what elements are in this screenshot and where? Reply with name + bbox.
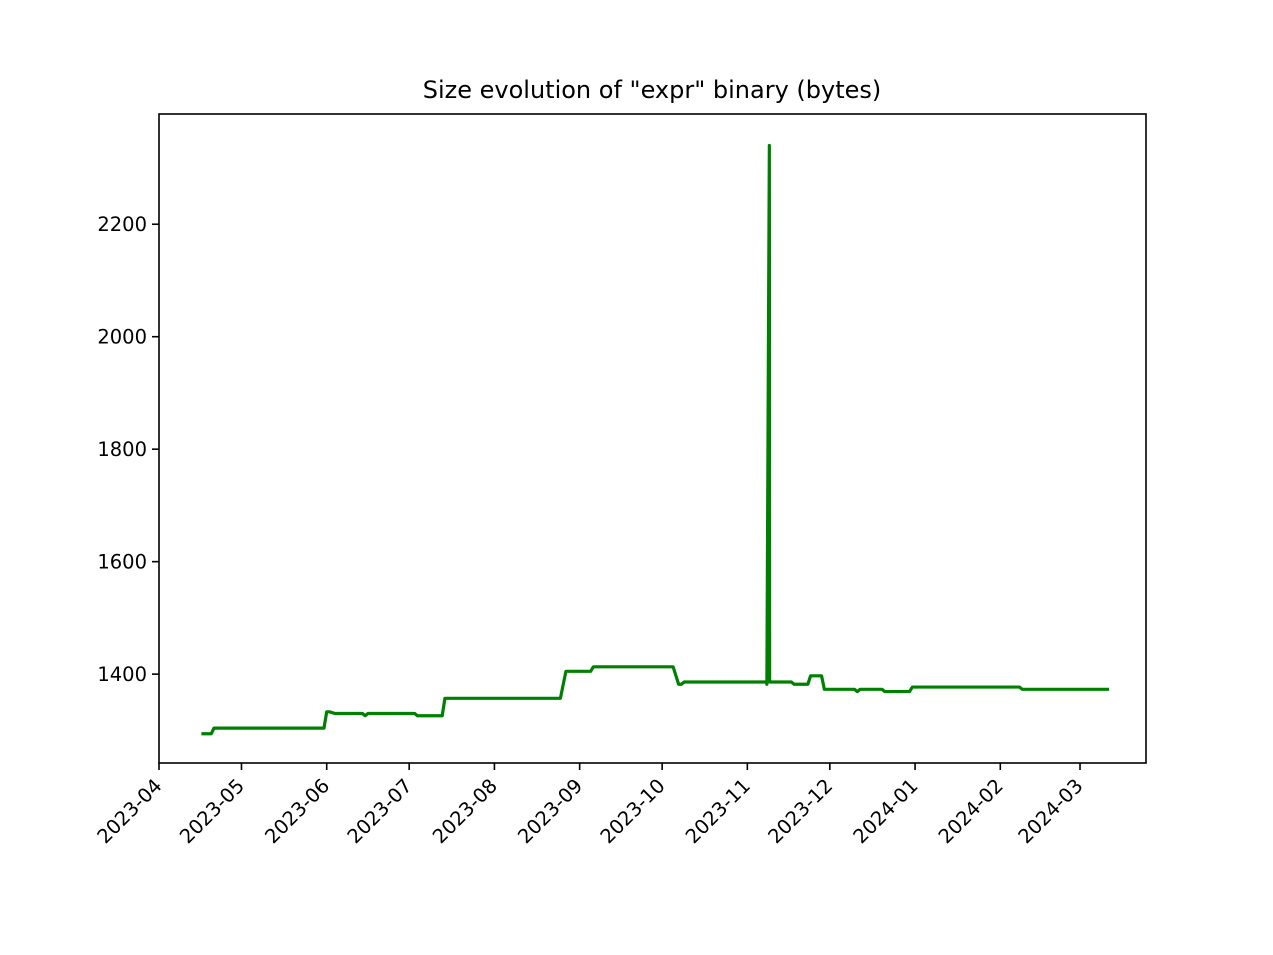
x-tick-label: 2023-06 [260,774,334,848]
x-axis: 2023-04 2023-05 2023-06 2023-07 2023-08 2023-… [93,763,1088,848]
plot-area-frame [158,113,1147,764]
x-tick-label: 2023-10 [596,774,670,848]
x-tick-label: 2024-03 [1014,774,1088,848]
x-tick-label: 2023-04 [93,774,167,848]
y-tick-label: 2000 [97,326,147,349]
series-line-0 [201,143,1110,736]
x-tick-label: 2023-08 [428,774,502,848]
y-tick-label: 1400 [97,663,147,686]
x-tick-label: 2023-11 [681,774,755,848]
y-tick-label: 1600 [97,551,147,574]
series-layer [201,143,1110,736]
x-tick-label: 2024-02 [934,774,1008,848]
x-tick-label: 2023-07 [343,774,417,848]
y-tick-label: 2200 [97,213,147,236]
y-axis: 1400 1600 1800 2000 2200 [97,213,159,686]
x-tick-label: 2023-09 [513,774,587,848]
x-tick-label: 2024-01 [849,774,923,848]
x-tick-label: 2023-12 [763,774,837,848]
chart-title: Size evolution of "expr" binary (bytes) [423,76,882,104]
y-tick-label: 1800 [97,438,147,461]
x-tick-label: 2023-05 [175,774,249,848]
